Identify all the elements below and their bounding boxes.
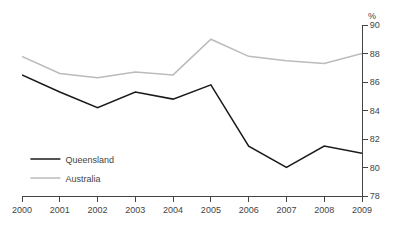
svg-text:2005: 2005 xyxy=(201,205,221,215)
svg-text:78: 78 xyxy=(370,191,380,201)
svg-text:2008: 2008 xyxy=(314,205,334,215)
svg-text:2002: 2002 xyxy=(88,205,108,215)
svg-text:90: 90 xyxy=(370,20,380,30)
svg-text:2004: 2004 xyxy=(163,205,183,215)
svg-text:Queensland: Queensland xyxy=(65,155,114,165)
svg-text:2007: 2007 xyxy=(276,205,296,215)
svg-text:82: 82 xyxy=(370,134,380,144)
svg-text:2000: 2000 xyxy=(12,205,32,215)
svg-text:2009: 2009 xyxy=(352,205,372,215)
svg-text:2006: 2006 xyxy=(239,205,259,215)
svg-text:Australia: Australia xyxy=(65,174,100,184)
svg-text:2001: 2001 xyxy=(50,205,70,215)
svg-text:80: 80 xyxy=(370,163,380,173)
svg-text:86: 86 xyxy=(370,77,380,87)
svg-text:84: 84 xyxy=(370,106,380,116)
svg-text:88: 88 xyxy=(370,49,380,59)
svg-text:2003: 2003 xyxy=(125,205,145,215)
svg-text:%: % xyxy=(368,11,376,21)
